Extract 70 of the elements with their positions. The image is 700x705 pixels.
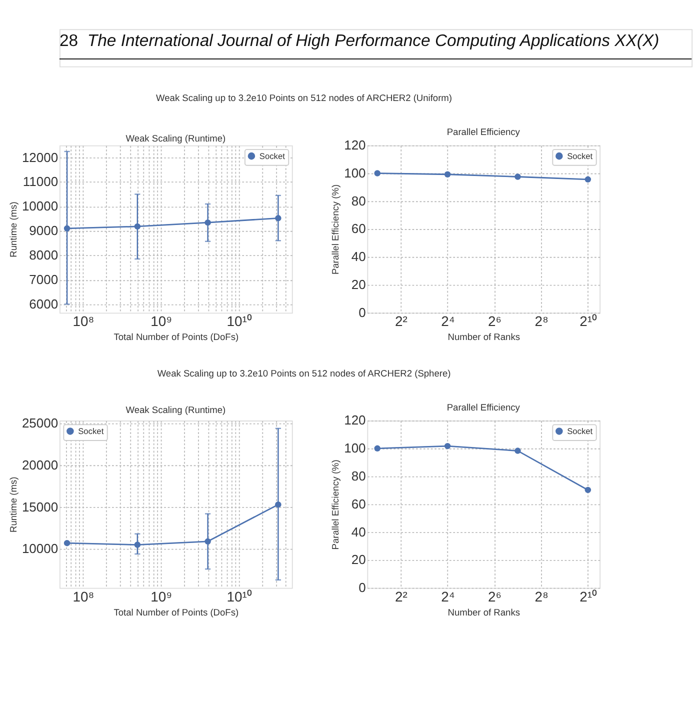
x-tick-label: 2¹⁰ [580,588,598,604]
text: Weak Scaling up to 3.2e10 Points on 512 nodes of ARCHER2 (Sphere) [157,368,451,378]
y-tick-label: 0 [358,304,366,320]
text: 28 [59,30,78,50]
chart-title: Weak Scaling (Runtime) [126,405,226,416]
y-tick-label: 15000 [22,499,58,514]
text: Weak Scaling up to 3.2e10 Points on 512 nodes of ARCHER2 (Uniform) [156,93,452,104]
x-axis-title: Number of Ranks [448,332,520,342]
x-tick-label: 10¹⁰ [226,588,252,604]
x-axis-title: Total Number of Points (DoFs) [114,607,239,618]
y-tick-label: 120 [344,412,366,428]
y-tick-label: 40 [351,524,366,540]
point [64,540,70,546]
y-tick-label: 100 [344,440,366,456]
y-tick-label: 40 [351,249,366,264]
y-tick-label: 10000 [22,541,58,556]
x-tick-label: 2² [395,313,408,330]
y-tick-label: 9000 [29,223,58,238]
y-tick-label: 80 [351,468,366,484]
x-tick-label: 10⁸ [72,313,94,330]
x-axis-title: Total Number of Points (DoFs) [114,332,239,342]
y-tick-label: 20000 [22,457,58,472]
y-tick-label: 7000 [29,272,58,287]
y-tick-label: 6000 [29,296,58,312]
x-tick-label: 10⁹ [150,588,172,604]
legend-label: Socket [567,150,594,161]
y-tick-label: 12000 [22,150,58,165]
y-tick-label: 20 [351,277,366,292]
point [444,442,451,450]
y-axis-title: Runtime (ms) [8,202,18,258]
y-axis-title: Runtime (ms) [8,476,18,533]
x-tick-label: 2² [395,588,408,604]
legend-label: Socket [78,426,104,436]
chart-title: Parallel Efficiency [446,402,520,412]
chart-title: Weak Scaling (Runtime) [126,134,226,144]
point [584,486,592,494]
y-tick-label: 100 [344,165,366,180]
y-axis-title: Parallel Efficiency (%) [330,184,341,275]
point [584,176,592,183]
point [374,445,380,452]
point [444,171,451,178]
x-tick-label: 2⁴ [441,313,455,330]
x-tick-label: 2⁶ [488,588,502,604]
y-tick-label: 0 [358,580,366,596]
x-axis-title: Number of Ranks [448,607,520,618]
x-tick-label: 2⁶ [488,313,502,330]
x-tick-label: 10⁸ [72,588,94,604]
y-tick-label: 60 [351,221,366,236]
y-tick-label: 60 [351,496,366,512]
y-tick-label: 11000 [22,174,58,190]
x-tick-label: 2⁸ [534,313,549,330]
y-tick-label: 8000 [29,247,58,262]
point [374,170,380,176]
point [514,174,521,180]
point [514,448,521,454]
y-tick-label: 120 [344,138,366,153]
y-tick-label: 25000 [22,416,58,431]
y-tick-label: 10000 [22,198,58,214]
y-axis-title: Parallel Efficiency (%) [330,460,341,550]
x-tick-label: 2⁸ [534,588,549,604]
x-tick-label: 10⁹ [150,313,172,330]
y-tick-label: 20 [351,552,366,568]
text: The International Journal of High Performance Computing Applications XX(X) [87,30,660,50]
x-tick-label: 10¹⁰ [226,313,252,330]
y-tick-label: 80 [351,193,366,208]
legend-label: Socket [259,150,286,161]
x-tick-label: 2⁴ [441,588,455,604]
chart-title: Parallel Efficiency [446,127,520,138]
legend-label: Socket [567,426,594,436]
x-tick-label: 2¹⁰ [580,313,598,330]
